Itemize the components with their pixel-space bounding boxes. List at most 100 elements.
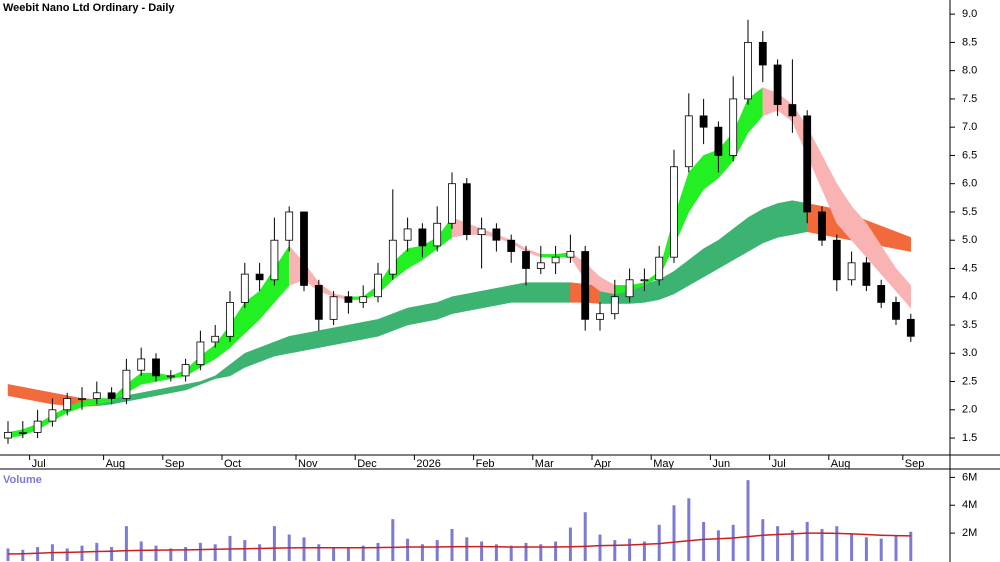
volume-bar [124,526,128,561]
candle-body [374,273,382,298]
volume-bar [702,521,706,561]
ribbon-band [303,330,320,351]
volume-bar [598,534,602,561]
candle-body [314,285,323,320]
volume-bar [894,535,898,561]
candle-body [670,166,678,258]
volume-bar [480,541,484,561]
x-tick-label: 2026 [416,458,440,470]
ribbon-band [466,290,482,312]
candle-body [344,296,353,303]
candle-body [684,115,693,168]
ribbon-band [451,293,468,314]
volume-bar [6,548,10,561]
candle-body [211,335,220,343]
x-tick-label: Jul [32,458,46,470]
volume-bar [346,548,350,561]
candle-body [551,256,560,264]
candle-body [596,313,604,320]
volume-bar [332,547,336,561]
candle-body [477,228,486,235]
ribbon-band [481,287,497,309]
y-tick-label: 7.5 [962,93,977,105]
volume-bar [716,530,720,561]
volume-bar [554,541,558,561]
average-line [7,532,911,555]
candle-body [729,98,738,156]
candle-body [137,358,146,371]
panel-title: Volume [3,474,42,486]
y-tick-label: 5.5 [962,206,977,218]
volume-bar [184,547,188,561]
candle-body [877,285,886,303]
volume-bar [21,549,25,561]
candle-body [492,228,501,241]
candle-body [536,262,545,269]
y-tick-label: 4.0 [962,291,977,303]
volume-bar [805,521,809,561]
volume-bar [406,538,410,561]
volume-bar [65,548,69,561]
volume-bar [154,545,158,561]
volume-bar [420,544,424,561]
ribbon-band [895,231,912,252]
y-tick-label: 4.5 [962,262,977,274]
volume-bar [36,547,40,561]
ribbon-band [348,321,364,343]
candle-body [625,279,634,298]
volume-bar [687,498,691,561]
candle-body [522,251,530,269]
candle-body [226,301,234,337]
volume-bar [494,544,498,561]
candle-body [655,256,664,281]
candle-body [300,211,308,286]
volume-bar [820,528,824,561]
candle-body [610,296,619,315]
y-tick-label: 1.5 [962,432,977,444]
candle-body [699,115,708,128]
ribbon-band [525,282,542,303]
ribbon-band [496,285,512,306]
candle-body [285,211,294,241]
candle-body [270,239,279,281]
x-tick-label: Aug [106,458,126,470]
candle-body [566,251,575,258]
volume-bar [613,540,617,561]
x-tick-label: Sep [165,458,185,470]
candle-body [433,222,442,247]
candle-body [448,183,456,224]
ribbon-band [555,282,571,303]
chart-title: Weebit Nano Ltd Ordinary - Daily [3,2,175,14]
candle-body [152,358,160,377]
volume-bar [139,541,143,561]
ribbon-band [540,254,556,258]
x-tick-label: Apr [594,458,611,470]
volume-bar [568,527,572,561]
volume-bar [509,545,513,561]
candle-body [744,41,752,100]
candle-body [403,228,412,241]
x-tick-label: Jun [712,458,730,470]
candle-body [714,126,723,156]
candle-body [832,239,841,281]
volume-bar [80,545,84,561]
y-tick-label: 3.0 [962,347,977,359]
volume-bar [642,541,646,561]
x-tick-label: Nov [298,458,318,470]
candle-body [240,273,249,303]
volume-bar [391,519,395,561]
ribbon-band [895,267,912,309]
candle-body [788,104,797,117]
ribbon-band [422,302,438,323]
ribbon-band [777,200,793,238]
ribbon-band [407,304,423,326]
candle-body [18,431,27,434]
y-tick-label: 4M [962,499,977,511]
y-tick-label: 5.0 [962,234,977,246]
volume-bar [198,542,202,561]
candle-body [803,115,812,213]
candle-body [892,301,900,320]
y-tick-label: 8.0 [962,65,977,77]
volume-bar [746,480,750,561]
